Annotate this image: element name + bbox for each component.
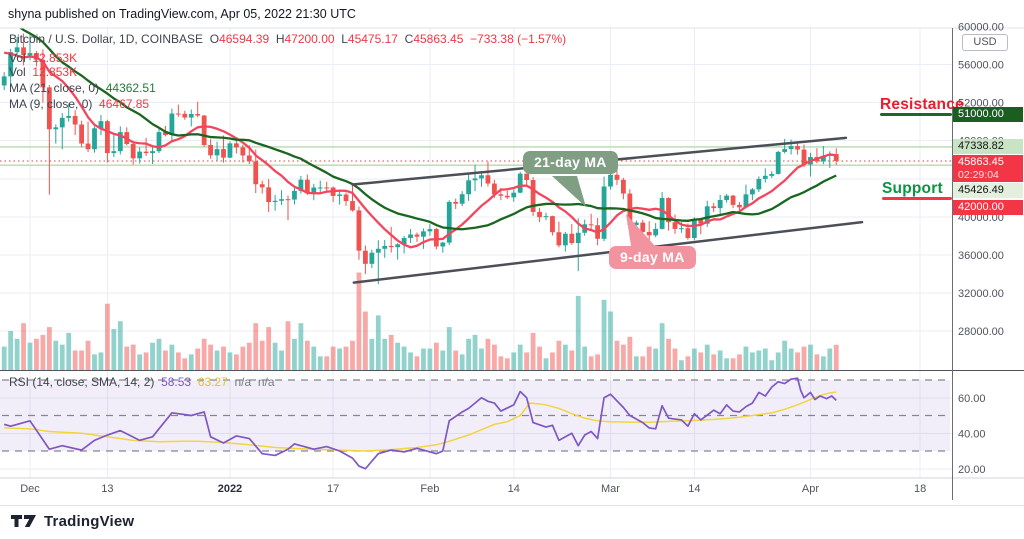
resistance-label: Resistance [880,96,964,113]
price-tick: 28000.00 [958,326,1004,338]
ma9-line [4,51,837,249]
rsi-na1: n/a [234,375,252,389]
ma21-value: 44362.51 [105,81,156,95]
time-tick: 2022 [218,483,242,495]
time-tick: 18 [914,483,926,495]
ma21-label: MA (21, close, 0) [9,81,100,95]
ohlc-open-label: O [209,32,220,46]
ohlc-open-value: 46594.39 [219,32,270,46]
price-tick: 60000.00 [958,21,1004,33]
time-tick: Dec [20,483,40,495]
time-tick: 14 [508,483,520,495]
ma21-legend[interactable]: MA (21, close, 0) 44362.51 [9,81,156,95]
rsi-sma-value: 63.27 [197,375,228,389]
ohlc-low-value: 45475.17 [347,32,398,46]
footer-brand[interactable]: TradingView [10,510,134,532]
rsi-tick: 60.00 [958,393,986,405]
time-tick: Mar [601,483,620,495]
rsi-value: 58.53 [161,375,192,389]
upper-level-price-label: 47338.82 [953,139,1023,154]
volume-legend[interactable]: Vol 12.853K [9,65,77,79]
rsi-na2: n/a [257,375,275,389]
bar-countdown: 02:29:04 [958,169,999,181]
ohlc-low-label: L [341,32,348,46]
support-price-label: 42000.00 [953,200,1023,215]
currency-toggle-button[interactable]: USD [962,34,1008,51]
symbol-title: Bitcoin / U.S. Dollar, 1D, COINBASE [9,32,204,46]
publish-byline: shyna published on TradingView.com, Apr … [8,7,356,21]
time-tick: Feb [420,483,439,495]
main-pane [1,28,864,370]
ohlc-high-value: 47200.00 [284,32,335,46]
vol-label: Vol [9,51,26,65]
resistance-line[interactable] [880,113,952,116]
ma21-line [18,28,837,231]
price-tick: 56000.00 [958,60,1004,72]
candles [1,33,839,285]
resistance-price-label: 51000.00 [953,107,1023,122]
trend-channel-line [352,220,864,284]
support-line[interactable] [882,197,952,200]
vol2-label: Vol [9,65,26,79]
current-price-label: 45863.45 02:29:04 [953,155,1023,182]
price-tick: 32000.00 [958,288,1004,300]
price-tick: 52000.00 [958,98,1004,110]
ma9-bubble-tail [626,214,655,246]
ohlc-close-value: 45863.45 [413,32,464,46]
rsi-tick: 20.00 [958,464,986,476]
tradingview-wordmark: TradingView [44,512,135,530]
vol-value: 12.853K [32,51,78,65]
chart-bottom-border [0,505,1024,506]
rsi-tick: 40.00 [958,428,986,440]
time-tick: 13 [101,483,113,495]
ma21-bubble-tail [552,176,586,207]
lower-level-price-label: 45426.49 [953,183,1023,198]
change-value: −733.38 (−1.57%) [470,32,567,46]
volume-legend-overlay[interactable]: Vol 12.853K [9,51,77,65]
support-label: Support [882,180,943,197]
pane-borders [0,27,1024,500]
vol2-value: 12.853K [32,65,78,79]
rsi-legend[interactable]: RSI (14, close, SMA, 14, 2) 58.53 63.27 … [9,375,275,389]
ma9-legend[interactable]: MA (9, close, 0) 46467.85 [9,97,149,111]
ma21-callout-bubble[interactable]: 21-day MA [523,151,618,174]
time-tick: 17 [327,483,339,495]
last-price: 45863.45 [958,156,1004,168]
symbol-legend[interactable]: Bitcoin / U.S. Dollar, 1D, COINBASE O465… [9,32,566,46]
time-tick: 14 [688,483,700,495]
tradingview-logo-icon [11,515,36,527]
volume-bars [1,272,839,370]
price-tick: 36000.00 [958,250,1004,262]
rsi-pane [3,377,837,470]
ma9-value: 46467.85 [99,97,150,111]
rsi-sma-line [4,391,837,452]
ohlc-high-label: H [275,32,285,46]
ohlc-close-label: C [404,32,414,46]
ma9-callout-bubble[interactable]: 9-day MA [609,246,696,269]
rsi-label: RSI (14, close, SMA, 14, 2) [9,375,155,389]
rsi-line [3,377,837,470]
time-tick: Apr [802,483,819,495]
ma9-label: MA (9, close, 0) [9,97,93,111]
